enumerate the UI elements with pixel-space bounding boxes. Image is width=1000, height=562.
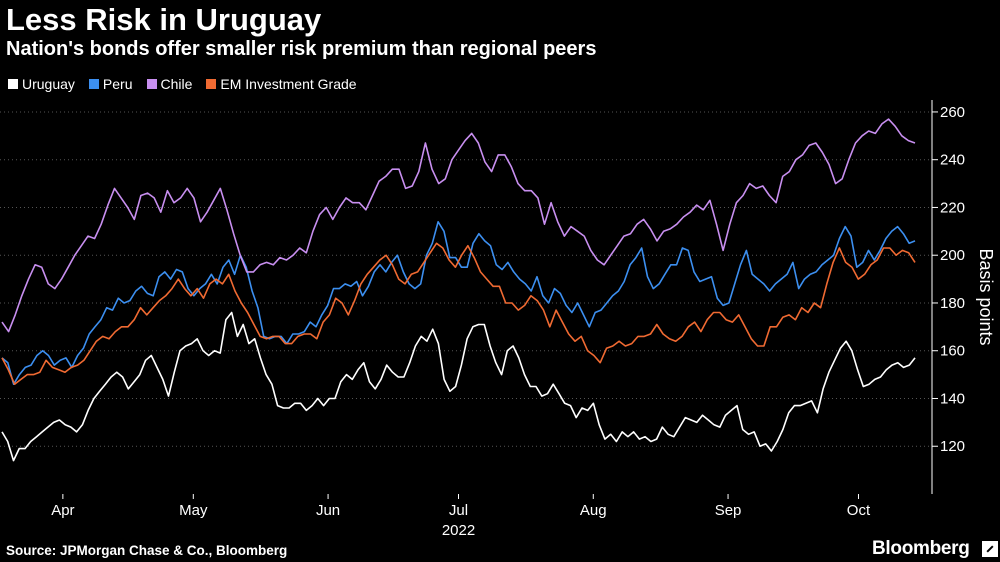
- y-tick-label-160: 160: [940, 343, 965, 360]
- y-tick-label-220: 220: [940, 199, 965, 216]
- legend-item-em-investment-grade: EM Investment Grade: [206, 76, 357, 92]
- x-year-label: 2022: [442, 522, 475, 539]
- x-tick-label-aug: Aug: [580, 502, 607, 519]
- y-tick-label-140: 140: [940, 390, 965, 407]
- legend-swatch-uruguay: [8, 79, 18, 89]
- source-note: Source: JPMorgan Chase & Co., Bloomberg: [6, 543, 288, 558]
- y-tick-label-180: 180: [940, 295, 965, 312]
- legend-item-chile: Chile: [146, 76, 193, 92]
- y-tick-label-260: 260: [940, 104, 965, 121]
- series-line-peru: [1, 221, 916, 386]
- legend-label-uruguay: Uruguay: [22, 76, 75, 92]
- legend-item-peru: Peru: [88, 76, 133, 92]
- y-tick-label-120: 120: [940, 438, 965, 455]
- x-tick-label-sep: Sep: [715, 502, 742, 519]
- x-tick-label-jul: Jul: [449, 502, 468, 519]
- y-axis-title: Basis points: [976, 248, 996, 345]
- legend-label-peru: Peru: [102, 76, 133, 92]
- x-tick-label-jun: Jun: [316, 502, 340, 519]
- bloomberg-logo: Bloomberg: [872, 538, 970, 559]
- chart-title: Less Risk in Uruguay: [6, 2, 322, 37]
- x-tick-label-apr: Apr: [51, 502, 74, 519]
- legend-item-uruguay: Uruguay: [8, 76, 75, 92]
- legend-swatch-peru: [88, 79, 99, 89]
- legend-swatch-chile: [146, 79, 157, 89]
- bloomberg-logo-icon: [982, 541, 998, 557]
- series-line-em-investment-grade: [1, 242, 916, 386]
- y-tick-label-200: 200: [940, 247, 965, 264]
- legend-label-em-investment-grade: EM Investment Grade: [220, 76, 357, 92]
- series-line-chile: [1, 118, 916, 333]
- legend-swatch-em-investment-grade: [206, 79, 217, 89]
- legend-label-chile: Chile: [160, 76, 193, 92]
- series-line-uruguay: [1, 311, 916, 462]
- legend: Uruguay Peru Chile EM Investment Grade: [8, 76, 357, 92]
- y-tick-label-240: 240: [940, 152, 965, 169]
- chart-subtitle: Nation's bonds offer smaller risk premiu…: [6, 38, 597, 60]
- x-tick-label-may: May: [179, 502, 208, 519]
- x-tick-label-oct: Oct: [847, 502, 871, 519]
